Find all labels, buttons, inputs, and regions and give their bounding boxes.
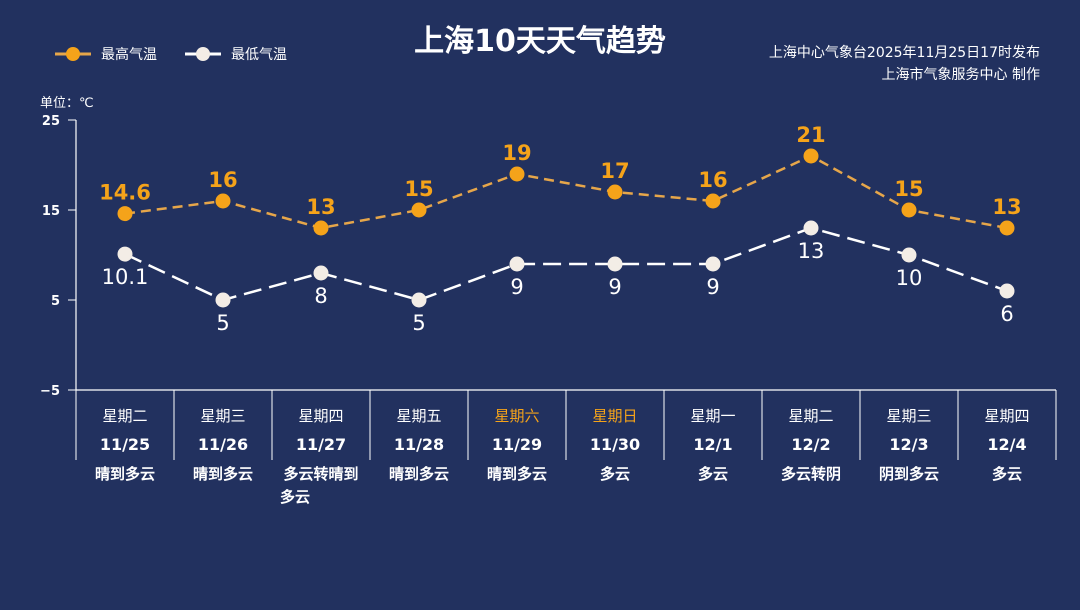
unit-label: 单位：℃ [40, 96, 94, 111]
y-tick-label: 5 [51, 294, 60, 309]
chart-title: 上海10天天气趋势 [414, 24, 666, 59]
low-temp-point [901, 247, 917, 263]
high-temp-point [509, 166, 525, 182]
low-temp-point [215, 292, 231, 308]
weekday-label: 星期二 [102, 407, 147, 425]
date-label: 11/27 [296, 435, 346, 454]
source-line-1: 上海中心气象台2025年11月25日17时发布 [768, 45, 1040, 61]
legend-low-marker-icon [185, 47, 221, 61]
weather-label: 阴到多云 [879, 465, 939, 483]
date-label: 11/25 [100, 435, 150, 454]
weekday-label: 星期二 [788, 407, 833, 425]
date-label: 12/4 [987, 435, 1026, 454]
weekday-label: 星期一 [690, 407, 735, 425]
low-temp-label: 9 [706, 275, 719, 299]
high-temp-point [705, 193, 721, 209]
low-temp-point [117, 246, 133, 262]
low-temp-label: 5 [216, 311, 229, 335]
weekday-label: 星期三 [200, 407, 245, 425]
high-temp-label: 14.6 [99, 181, 151, 205]
weekday-label: 星期四 [298, 407, 343, 425]
weather-label-cont: 多云 [280, 488, 310, 506]
high-temp-label: 13 [992, 195, 1021, 219]
weekday-label: 星期五 [396, 407, 441, 425]
date-label: 12/3 [889, 435, 928, 454]
high-temp-point [313, 220, 329, 236]
low-temp-point [313, 265, 329, 281]
low-temp-label: 8 [314, 284, 327, 308]
weekday-label: 星期三 [886, 407, 931, 425]
y-tick-label: 15 [42, 204, 60, 219]
legend-high-marker-icon [55, 47, 91, 61]
high-temp-line [124, 154, 1008, 230]
high-temp-point [117, 206, 133, 222]
high-temp-label: 15 [894, 177, 923, 201]
low-temp-label: 10 [896, 266, 923, 290]
weather-label: 多云 [698, 465, 728, 483]
low-temp-label: 5 [412, 311, 425, 335]
weekday-label: 星期四 [984, 407, 1029, 425]
low-temp-label: 9 [510, 275, 523, 299]
high-temp-label: 15 [404, 177, 433, 201]
high-temp-point [411, 202, 427, 218]
date-label: 11/28 [394, 435, 444, 454]
high-temp-point [607, 184, 623, 200]
weather-label: 晴到多云 [389, 465, 449, 483]
high-temp-label: 21 [796, 123, 825, 147]
weather-label: 晴到多云 [487, 465, 547, 483]
weather-label: 晴到多云 [95, 465, 155, 483]
legend-high: 最高气温 [55, 44, 157, 64]
source-line-2: 上海市气象服务中心 制作 [881, 67, 1040, 83]
weather-label: 多云 [992, 465, 1022, 483]
low-temp-label: 10.1 [102, 265, 149, 289]
high-temp-label: 16 [208, 168, 237, 192]
low-temp-point [509, 256, 525, 272]
weather-label: 多云 [600, 465, 630, 483]
legend-high-label: 最高气温 [101, 47, 157, 63]
legend-low: 最低气温 [185, 44, 287, 64]
date-label: 12/1 [693, 435, 732, 454]
high-temp-label: 19 [502, 141, 531, 165]
date-label: 11/26 [198, 435, 248, 454]
weather-label: 多云转阴 [781, 465, 841, 483]
low-temp-point [999, 283, 1015, 299]
date-label: 12/2 [791, 435, 830, 454]
high-temp-label: 17 [600, 159, 629, 183]
weekday-label: 星期日 [592, 407, 637, 425]
y-tick-label: −5 [40, 384, 60, 399]
date-label: 11/29 [492, 435, 542, 454]
high-temp-point [803, 148, 819, 164]
high-temp-point [901, 202, 917, 218]
y-tick-label: 25 [42, 114, 60, 129]
weekday-label: 星期六 [494, 407, 539, 425]
legend-low-label: 最低气温 [231, 47, 287, 63]
weather-label: 晴到多云 [193, 465, 253, 483]
low-temp-point [803, 220, 819, 236]
low-temp-point [705, 256, 721, 272]
low-temp-label: 13 [798, 239, 825, 263]
high-temp-label: 13 [306, 195, 335, 219]
low-temp-point [411, 292, 427, 308]
low-temp-label: 9 [608, 275, 621, 299]
high-temp-point [215, 193, 231, 209]
low-temp-point [607, 256, 623, 272]
high-temp-label: 16 [698, 168, 727, 192]
high-temp-point [999, 220, 1015, 236]
low-temp-line [124, 226, 1008, 302]
low-temp-label: 6 [1000, 302, 1013, 326]
date-label: 11/30 [590, 435, 640, 454]
weather-label: 多云转晴到 [283, 465, 358, 483]
